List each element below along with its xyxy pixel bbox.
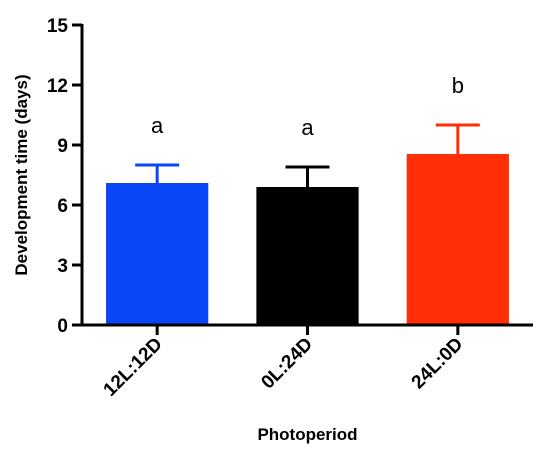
chart-plot-area: a a b [106,73,509,325]
x-axis-title: Photoperiod [257,425,357,444]
y-axis-ticks: 0 3 6 9 12 15 [47,16,82,337]
significance-label: b [452,73,464,98]
x-tick-label: 12L:12D [100,334,167,401]
bar [106,183,209,325]
x-tick-label: 24L:0D [408,334,468,394]
bar [406,154,509,325]
significance-label: a [301,115,314,140]
y-tick-label: 3 [57,256,68,277]
x-tick-label: 0L:24D [257,334,317,394]
bar [256,187,359,325]
y-tick-label: 0 [57,316,68,337]
y-tick-label: 6 [57,196,68,217]
y-tick-label: 15 [47,16,69,37]
y-tick-label: 9 [57,136,68,157]
y-tick-label: 12 [47,76,68,97]
y-axis-title: Development time (days) [12,74,31,275]
significance-label: a [151,113,164,138]
x-axis-ticks: 12L:12D 0L:24D 24L:0D [100,325,468,401]
